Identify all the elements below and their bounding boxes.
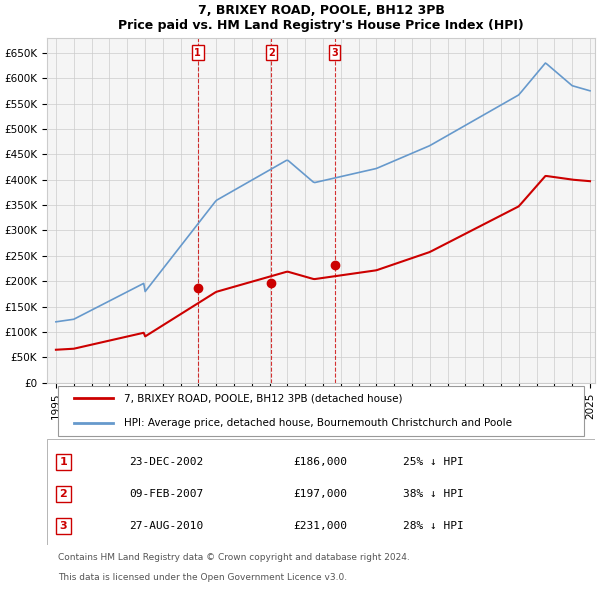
Text: 1: 1 [194,48,201,58]
FancyBboxPatch shape [58,385,584,436]
Text: 2: 2 [59,489,67,499]
Text: 27-AUG-2010: 27-AUG-2010 [129,521,203,531]
Text: £186,000: £186,000 [294,457,348,467]
Text: 28% ↓ HPI: 28% ↓ HPI [403,521,464,531]
Text: 09-FEB-2007: 09-FEB-2007 [129,489,203,499]
Text: This data is licensed under the Open Government Licence v3.0.: This data is licensed under the Open Gov… [58,573,347,582]
Text: 38% ↓ HPI: 38% ↓ HPI [403,489,464,499]
Text: £197,000: £197,000 [294,489,348,499]
Text: 25% ↓ HPI: 25% ↓ HPI [403,457,464,467]
Text: 3: 3 [331,48,338,58]
Text: 7, BRIXEY ROAD, POOLE, BH12 3PB (detached house): 7, BRIXEY ROAD, POOLE, BH12 3PB (detache… [124,394,402,404]
Text: Contains HM Land Registry data © Crown copyright and database right 2024.: Contains HM Land Registry data © Crown c… [58,553,410,562]
Text: £231,000: £231,000 [294,521,348,531]
Text: 1: 1 [59,457,67,467]
Text: 23-DEC-2002: 23-DEC-2002 [129,457,203,467]
Title: 7, BRIXEY ROAD, POOLE, BH12 3PB
Price paid vs. HM Land Registry's House Price In: 7, BRIXEY ROAD, POOLE, BH12 3PB Price pa… [118,4,524,32]
Text: 3: 3 [59,521,67,531]
FancyBboxPatch shape [47,438,595,545]
Text: HPI: Average price, detached house, Bournemouth Christchurch and Poole: HPI: Average price, detached house, Bour… [124,418,512,428]
Text: 2: 2 [268,48,275,58]
